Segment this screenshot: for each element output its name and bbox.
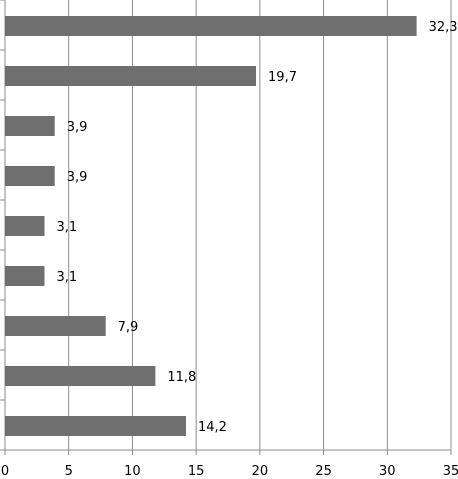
x-tick-label-5: 5	[65, 464, 73, 479]
data-label-9: 14,2	[198, 420, 227, 435]
bar-7	[5, 316, 106, 336]
bars	[5, 16, 417, 436]
x-tick-label-10: 10	[124, 464, 141, 479]
data-label-2: 19,7	[268, 70, 297, 85]
bar-4	[5, 166, 55, 186]
x-tick-label-0: 0	[1, 464, 9, 479]
data-labels: 32,3 19,7 3,9 3,9 3,1 3,1 7,9 11,8 14,2	[57, 20, 458, 435]
x-tick-label-20: 20	[252, 464, 269, 479]
bar-2	[5, 66, 257, 86]
data-label-6: 3,1	[57, 270, 78, 285]
data-label-4: 3,9	[67, 170, 88, 185]
bar-3	[5, 116, 55, 136]
data-label-7: 7,9	[118, 320, 139, 335]
data-label-8: 11,8	[167, 370, 196, 385]
x-tick-label-30: 30	[379, 464, 396, 479]
x-tick-labels: 0 5 10 15 20 25 30 35	[1, 464, 458, 479]
bar-1	[5, 16, 417, 36]
bar-8	[5, 366, 156, 386]
data-label-5: 3,1	[57, 220, 78, 235]
x-tick-label-15: 15	[188, 464, 205, 479]
data-label-1: 32,3	[429, 20, 458, 35]
x-tick-label-35: 35	[443, 464, 458, 479]
data-label-3: 3,9	[67, 120, 88, 135]
bar-6	[5, 266, 45, 286]
bar-5	[5, 216, 45, 236]
bar-9	[5, 416, 186, 436]
x-tick-label-25: 25	[315, 464, 332, 479]
